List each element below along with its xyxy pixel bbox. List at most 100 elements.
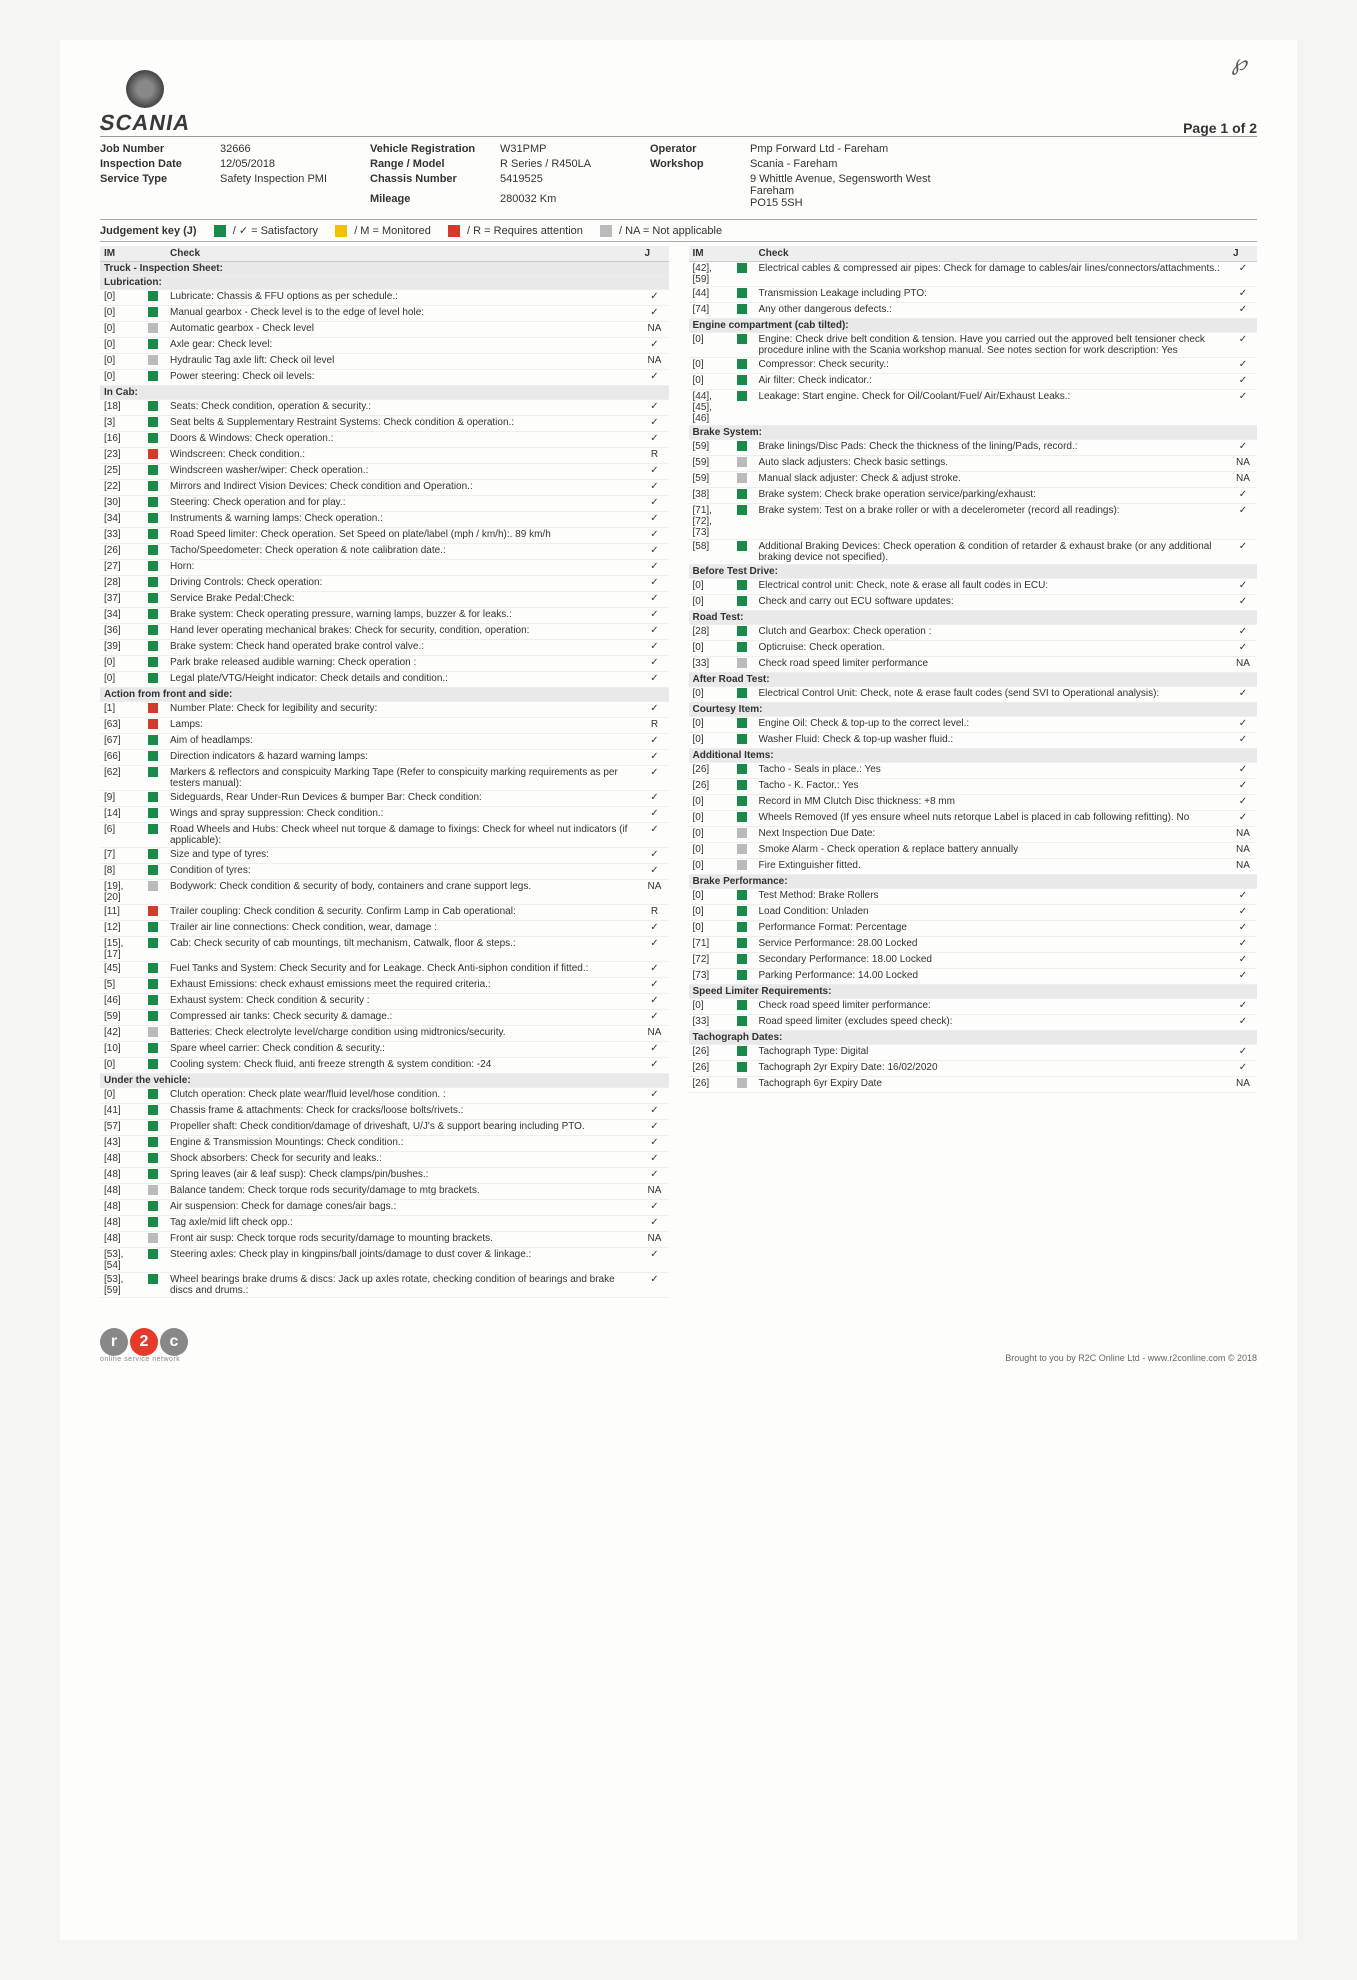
table-row: Courtesy Item:: [689, 703, 1258, 717]
judgement-value: ✓: [641, 962, 669, 978]
swatch-cell: [144, 864, 166, 880]
judgement-value: ✓: [1229, 969, 1257, 985]
check-text: Manual gearbox - Check level is to the e…: [166, 306, 641, 322]
im-code: [34]: [100, 608, 144, 624]
judgement-value: ✓: [641, 1273, 669, 1298]
status-swatch: [737, 734, 747, 744]
check-text: Markers & reflectors and conspicuity Mar…: [166, 766, 641, 791]
check-text: Performance Format: Percentage: [755, 921, 1230, 937]
table-row: Brake System:: [689, 426, 1258, 440]
judgement-value: ✓: [1229, 374, 1257, 390]
swatch-cell: [144, 496, 166, 512]
th-j-r: J: [1229, 246, 1257, 262]
check-text: Manual slack adjuster: Check & adjust st…: [755, 472, 1230, 488]
im-code: [6]: [100, 823, 144, 848]
check-text: Hand lever operating mechanical brakes: …: [166, 624, 641, 640]
im-code: [18]: [100, 400, 144, 416]
table-row: [36]Hand lever operating mechanical brak…: [100, 624, 669, 640]
table-row: [48]Tag axle/mid lift check opp.:✓: [100, 1216, 669, 1232]
table-row: [33]Road speed limiter (excludes speed c…: [689, 1015, 1258, 1031]
swatch-cell: [733, 859, 755, 875]
operator: Pmp Forward Ltd - Fareham: [750, 143, 1257, 155]
judgement-value: ✓: [1229, 811, 1257, 827]
judgement-value: ✓: [641, 807, 669, 823]
swatch-cell: [733, 488, 755, 504]
check-text: Secondary Performance: 18.00 Locked: [755, 953, 1230, 969]
swatch-cell: [144, 1152, 166, 1168]
im-code: [48]: [100, 1152, 144, 1168]
table-row: [74]Any other dangerous defects.:✓: [689, 303, 1258, 319]
swatch-cell: [144, 791, 166, 807]
swatch-cell: [144, 448, 166, 464]
check-text: Axle gear: Check level:: [166, 338, 641, 354]
swatch-cell: [144, 978, 166, 994]
status-swatch: [148, 824, 158, 834]
table-row: [30]Steering: Check operation and for pl…: [100, 496, 669, 512]
status-swatch: [737, 1062, 747, 1072]
check-text: Compressor: Check security.:: [755, 358, 1230, 374]
swatch-cell: [733, 921, 755, 937]
check-text: Lubricate: Chassis & FFU options as per …: [166, 290, 641, 306]
status-swatch: [148, 922, 158, 932]
im-code: [33]: [689, 1015, 733, 1031]
status-swatch: [737, 596, 747, 606]
judgement-value: R: [641, 448, 669, 464]
table-row: [37]Service Brake Pedal:Check:✓: [100, 592, 669, 608]
check-text: Parking Performance: 14.00 Locked: [755, 969, 1230, 985]
swatch-cell: [144, 338, 166, 354]
swatch-cell: [144, 560, 166, 576]
status-swatch: [148, 1201, 158, 1211]
swatch-cell: [733, 504, 755, 540]
im-code: [9]: [100, 791, 144, 807]
check-text: Tachograph Type: Digital: [755, 1045, 1230, 1061]
im-code: [48]: [100, 1200, 144, 1216]
im-code: [15], [17]: [100, 937, 144, 962]
swatch-cell: [144, 640, 166, 656]
table-row: [0]Electrical Control Unit: Check, note …: [689, 687, 1258, 703]
check-text: Aim of headlamps:: [166, 734, 641, 750]
judgement-value: NA: [641, 322, 669, 338]
swatch-cell: [733, 843, 755, 859]
check-text: Fire Extinguisher fitted.: [755, 859, 1230, 875]
section-header: Truck - Inspection Sheet:: [100, 262, 669, 276]
table-row: [0]Washer Fluid: Check & top-up washer f…: [689, 733, 1258, 749]
table-row: [16]Doors & Windows: Check operation.:✓: [100, 432, 669, 448]
job-number: 32666: [220, 143, 370, 155]
im-code: [48]: [100, 1216, 144, 1232]
swatch-cell: [144, 994, 166, 1010]
check-text: Electrical cables & compressed air pipes…: [755, 262, 1230, 287]
swatch-cell: [733, 595, 755, 611]
check-text: Tacho - K. Factor.: Yes: [755, 779, 1230, 795]
table-row: [48]Balance tandem: Check torque rods se…: [100, 1184, 669, 1200]
table-row: [0]Axle gear: Check level:✓: [100, 338, 669, 354]
swatch-cell: [144, 322, 166, 338]
status-swatch: [148, 1137, 158, 1147]
check-text: Fuel Tanks and System: Check Security an…: [166, 962, 641, 978]
swatch-cell: [144, 608, 166, 624]
judgement-value: ✓: [641, 1058, 669, 1074]
im-code: [0]: [100, 656, 144, 672]
check-text: Propeller shaft: Check condition/damage …: [166, 1120, 641, 1136]
table-row: [14]Wings and spray suppression: Check c…: [100, 807, 669, 823]
judgement-value: ✓: [1229, 303, 1257, 319]
check-text: Engine: Check drive belt condition & ten…: [755, 333, 1230, 358]
swatch-cell: [144, 1248, 166, 1273]
check-text: Opticruise: Check operation.: [755, 641, 1230, 657]
check-text: Road Wheels and Hubs: Check wheel nut to…: [166, 823, 641, 848]
status-swatch: [148, 751, 158, 761]
judgement-value: ✓: [641, 848, 669, 864]
im-code: [0]: [689, 333, 733, 358]
table-row: [63]Lamps:R: [100, 718, 669, 734]
check-text: Hydraulic Tag axle lift: Check oil level: [166, 354, 641, 370]
judgement-value: ✓: [641, 528, 669, 544]
judgement-value: ✓: [641, 464, 669, 480]
status-swatch: [148, 545, 158, 555]
check-text: Service Brake Pedal:Check:: [166, 592, 641, 608]
im-code: [72]: [689, 953, 733, 969]
status-swatch: [737, 263, 747, 273]
status-swatch: [737, 359, 747, 369]
swatch-cell: [733, 287, 755, 303]
table-row: [23]Windscreen: Check condition.:R: [100, 448, 669, 464]
swatch-cell: [144, 1232, 166, 1248]
im-code: [0]: [689, 859, 733, 875]
